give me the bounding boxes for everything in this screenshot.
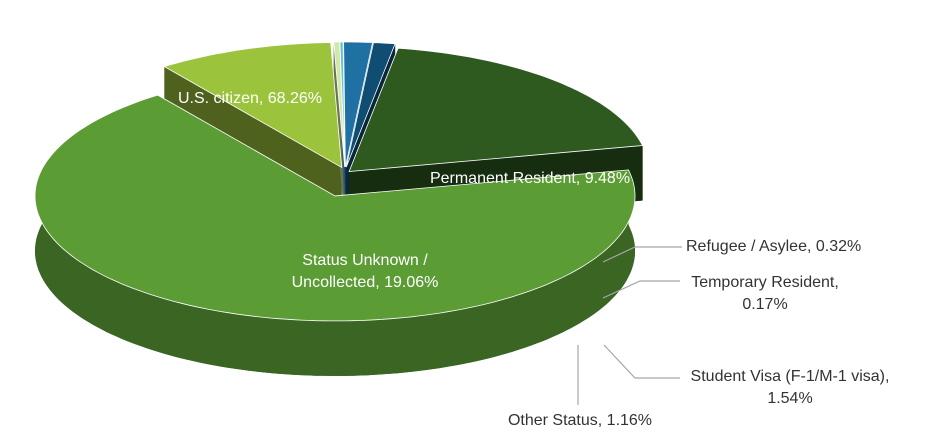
data-label: Student Visa (F-1/M-1 visa), 1.54%	[690, 368, 890, 407]
slice	[343, 41, 374, 168]
slice-side	[35, 95, 635, 376]
slice	[34, 94, 636, 322]
slice	[339, 41, 346, 168]
pie	[34, 41, 644, 376]
slice	[345, 42, 396, 168]
slice	[163, 42, 343, 169]
leader-line	[603, 344, 680, 379]
data-label: Other Status, 1.16%	[507, 412, 653, 429]
leader-line	[602, 280, 680, 299]
data-label: Temporary Resident, 0.17%	[691, 274, 839, 313]
data-label: Refugee / Asylee, 0.32%	[686, 238, 862, 255]
leader-lines	[577, 246, 682, 405]
data-label: U.S. citizen, 68.26%	[177, 90, 323, 107]
slice-cut	[333, 42, 345, 223]
leader-line	[602, 246, 682, 263]
data-label: Status Unknown / Uncollected, 19.06%	[291, 252, 439, 291]
slice	[348, 47, 644, 172]
data-label: Permanent Resident, 9.48%	[429, 170, 631, 187]
